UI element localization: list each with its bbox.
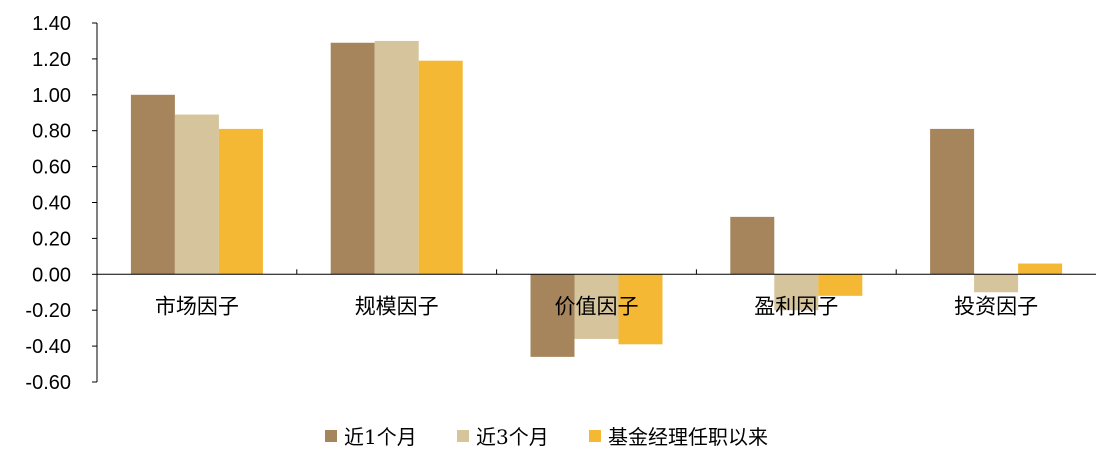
y-tick-label: 0.00 [32,264,71,286]
legend-label: 近1个月 [344,425,417,449]
legend-swatch [457,430,469,442]
x-axis: 市场因子 规模因子 价值因子 盈利因子 投资因子 [97,269,1096,318]
x-tick-label: 价值因子 [555,294,639,318]
bar-3-4 [818,274,863,296]
bar-1-4 [730,216,775,275]
bar-2-3 [574,274,619,339]
y-tick-label: 1.00 [32,85,71,107]
legend-swatch [589,430,601,442]
y-tick-label: -0.40 [25,336,71,358]
bar-3-5 [1018,263,1063,275]
y-tick-label: 1.20 [32,49,71,71]
bar-3-2 [418,60,463,275]
y-tick-label: 0.20 [32,228,71,250]
bar-1-2 [330,42,375,275]
legend-label: 基金经理任职以来 [608,425,768,449]
y-axis: 1.40 1.20 1.00 0.80 0.60 0.40 0.20 0.00 -0.20 -0.… [25,13,98,394]
y-tick-label: 0.40 [32,193,71,215]
bar-2-2 [374,40,419,275]
bar-3-1 [218,128,263,275]
bar-2-1 [174,114,219,275]
x-tick-label: 规模因子 [355,294,439,318]
legend: 近1个月 近3个月 基金经理任职以来 [325,425,768,449]
y-tick-label: -0.60 [25,372,71,394]
y-tick-label: 1.40 [32,13,71,35]
bar-1-5 [930,128,975,275]
bar-3-3 [618,274,663,345]
x-tick-label: 市场因子 [155,294,239,318]
bar-2-5 [974,274,1019,293]
x-tick-label: 盈利因子 [754,294,838,318]
y-tick-label: -0.20 [25,300,71,322]
x-tick-label: 投资因子 [954,294,1038,318]
bars [130,40,1063,357]
legend-swatch [325,430,337,442]
y-tick-label: 0.60 [32,157,71,179]
bar-2-4 [774,274,819,311]
y-tick-label: 0.80 [32,121,71,143]
bar-1-3 [530,274,575,357]
bar-1-1 [130,94,175,275]
legend-label: 近3个月 [476,425,549,449]
